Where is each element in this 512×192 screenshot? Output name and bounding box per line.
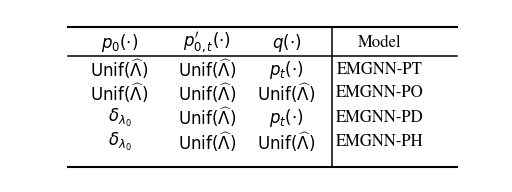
Text: $\delta_{\lambda_0}$: $\delta_{\lambda_0}$ (108, 107, 132, 129)
Text: $p_t(\cdot)$: $p_t(\cdot)$ (269, 107, 304, 129)
Text: $\mathrm{Unif}(\widehat{\Lambda})$: $\mathrm{Unif}(\widehat{\Lambda})$ (91, 58, 148, 81)
Text: $\mathrm{Unif}(\widehat{\Lambda})$: $\mathrm{Unif}(\widehat{\Lambda})$ (178, 106, 236, 129)
Text: $p_0(\cdot)$: $p_0(\cdot)$ (101, 32, 138, 54)
Text: $\mathrm{Unif}(\widehat{\Lambda})$: $\mathrm{Unif}(\widehat{\Lambda})$ (91, 81, 148, 105)
Text: EMGNN-PT: EMGNN-PT (336, 62, 422, 78)
Text: $\mathrm{Unif}(\widehat{\Lambda})$: $\mathrm{Unif}(\widehat{\Lambda})$ (178, 130, 236, 154)
Text: $\mathrm{Unif}(\widehat{\Lambda})$: $\mathrm{Unif}(\widehat{\Lambda})$ (257, 81, 315, 105)
Text: EMGNN-PH: EMGNN-PH (336, 134, 423, 150)
Text: $\mathrm{Unif}(\widehat{\Lambda})$: $\mathrm{Unif}(\widehat{\Lambda})$ (178, 58, 236, 81)
Text: $\mathrm{Unif}(\widehat{\Lambda})$: $\mathrm{Unif}(\widehat{\Lambda})$ (178, 81, 236, 105)
Text: Model: Model (358, 35, 401, 51)
Text: $\mathrm{Unif}(\widehat{\Lambda})$: $\mathrm{Unif}(\widehat{\Lambda})$ (257, 130, 315, 154)
Text: $p_t(\cdot)$: $p_t(\cdot)$ (269, 59, 304, 81)
Text: $q(\cdot)$: $q(\cdot)$ (271, 32, 301, 54)
Text: EMGNN-PO: EMGNN-PO (335, 85, 423, 101)
Text: $p^{\prime}_{0,t}(\cdot)$: $p^{\prime}_{0,t}(\cdot)$ (183, 31, 231, 55)
Text: $\delta_{\lambda_0}$: $\delta_{\lambda_0}$ (108, 131, 132, 153)
Text: EMGNN-PD: EMGNN-PD (335, 110, 423, 126)
